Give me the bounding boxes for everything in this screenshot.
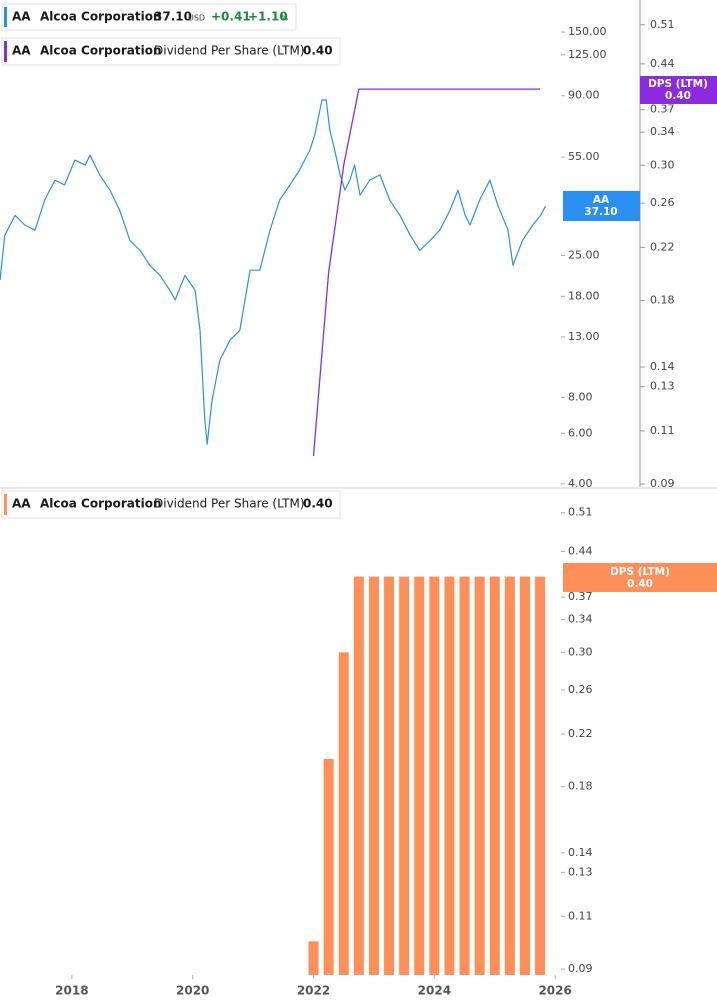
bar [368,576,379,975]
symbol: AA [12,10,31,24]
y2-tick-label: 0.26 [650,196,675,209]
y-tick-label: 18.00 [568,289,600,302]
x-tick-label: 2020 [176,984,209,998]
bar [384,576,395,975]
bar [474,576,485,975]
currency: USD [188,14,205,23]
price-tag-symbol: AA [593,194,610,206]
legend-series-name: Dividend Per Share (LTM) [154,497,305,511]
y-tick-label: 0.11 [568,909,593,922]
y2-tick-label: 0.30 [650,158,675,171]
y2-tick-label: 0.13 [650,380,675,393]
y-tick-label: 55.00 [568,150,600,163]
x-tick-label: 2022 [297,984,330,998]
legend-box [1,490,341,519]
bar [308,941,319,975]
y-tick-label: 13.00 [568,330,600,343]
y-tick-label: 4.00 [568,477,593,490]
y-tick-label: 25.00 [568,248,600,261]
price-tag [563,191,640,221]
y-tick-label: 0.22 [568,727,593,740]
y-tick-label: 0.30 [568,645,593,658]
legend-box [1,37,341,66]
y-tick-label: 0.14 [568,846,593,859]
bar [414,576,425,975]
y2-tick-label: 0.44 [650,57,675,70]
legend-value: 0.40 [303,497,333,511]
x-tick-label: 2024 [418,984,451,998]
bar [444,576,455,975]
bar [353,576,364,975]
x-tick-label: 2026 [538,984,571,998]
y2-tick-label: 0.18 [650,294,675,307]
bar [535,576,546,975]
y-tick-label: 90.00 [568,89,600,102]
y-tick-label: 0.34 [568,612,593,625]
symbol: AA [12,44,31,58]
y2-tick-label: 0.51 [650,18,675,31]
bar [323,759,334,975]
legend-marker [4,41,7,62]
percent-sign: % [280,14,288,23]
dps-tag [563,563,717,592]
dps-tag-value: 0.40 [665,90,691,102]
dps-tag-label: DPS (LTM) [648,78,708,90]
legend-box [1,3,297,31]
change-percent: +1.10 [248,10,288,24]
bar [399,576,410,975]
price: 37.10 [154,10,192,24]
y-tick-label: 8.00 [568,390,593,403]
bar [519,576,530,975]
y2-tick-label: 0.37 [650,103,675,116]
company-name: Alcoa Corporation [40,497,162,511]
y-tick-label: 0.44 [568,545,593,558]
price-tag-value: 37.10 [584,206,617,218]
legend-series-name: Dividend Per Share (LTM) [154,44,305,58]
dps-tag-label: DPS (LTM) [610,566,670,578]
legend-marker [4,494,7,515]
y-tick-label: 150.00 [568,25,607,38]
legend-marker [4,7,7,27]
dps-tag-value: 0.40 [627,578,653,590]
bar [429,576,440,975]
y-tick-label: 6.00 [568,426,593,439]
y-tick-label: 0.13 [568,865,593,878]
x-tick-label: 2018 [55,984,88,998]
series-line [0,99,547,445]
y-tick-label: 0.18 [568,780,593,793]
y-tick-label: 0.26 [568,683,593,696]
bar [504,576,515,975]
dps-tag [640,76,717,104]
y-tick-label: 0.37 [568,590,593,603]
symbol: AA [12,497,31,511]
bar [459,576,470,975]
bar [489,576,500,975]
series-line [312,88,541,457]
y2-tick-label: 0.09 [650,477,675,490]
y-tick-label: 0.09 [568,962,593,975]
y2-tick-label: 0.34 [650,125,675,138]
legend-value: 0.40 [303,44,333,58]
y-tick-label: 0.51 [568,506,593,519]
y2-tick-label: 0.22 [650,240,675,253]
company-name: Alcoa Corporation [40,44,162,58]
y-tick-label: 125.00 [568,48,607,61]
y2-tick-label: 0.11 [650,424,675,437]
company-name: Alcoa Corporation [40,10,162,24]
y2-tick-label: 0.14 [650,360,675,373]
change: +0.41 [211,10,251,24]
bar [338,652,349,975]
